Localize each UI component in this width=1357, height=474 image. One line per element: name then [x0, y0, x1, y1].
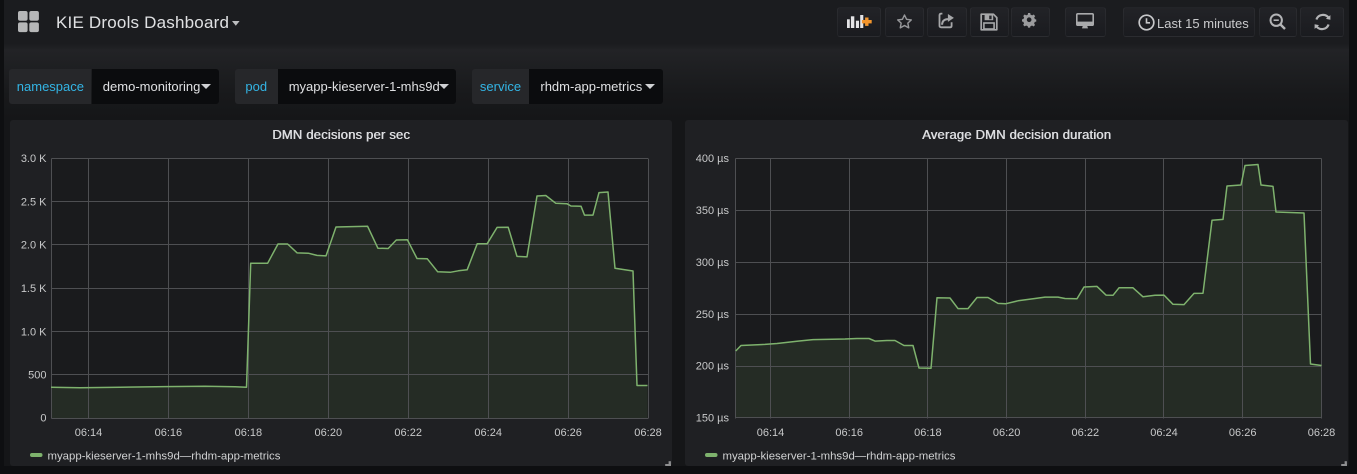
svg-text:500: 500 [28, 370, 46, 382]
svg-text:06:28: 06:28 [1308, 427, 1336, 439]
svg-text:2.0 K: 2.0 K [21, 240, 47, 252]
svg-text:06:18: 06:18 [914, 427, 942, 439]
svg-text:400 µs: 400 µs [696, 153, 730, 165]
svg-text:350 µs: 350 µs [696, 205, 730, 217]
svg-text:06:24: 06:24 [1150, 427, 1178, 439]
svg-text:06:14: 06:14 [75, 427, 103, 439]
svg-text:250 µs: 250 µs [696, 309, 730, 321]
svg-text:0: 0 [40, 413, 46, 425]
svg-text:06:26: 06:26 [554, 427, 582, 439]
svg-text:1.0 K: 1.0 K [21, 326, 47, 338]
svg-text:06:14: 06:14 [757, 427, 785, 439]
svg-text:06:28: 06:28 [634, 427, 662, 439]
svg-text:2.5 K: 2.5 K [21, 196, 47, 208]
svg-text:06:18: 06:18 [235, 427, 263, 439]
svg-text:1.5 K: 1.5 K [21, 283, 47, 295]
svg-text:06:16: 06:16 [835, 427, 863, 439]
svg-text:150 µs: 150 µs [696, 413, 730, 425]
svg-text:06:22: 06:22 [394, 427, 422, 439]
svg-text:myapp-kieserver-1-mhs9d—rhdm-a: myapp-kieserver-1-mhs9d—rhdm-app-metrics [723, 451, 956, 463]
svg-text:06:20: 06:20 [315, 427, 343, 439]
svg-text:06:16: 06:16 [155, 427, 183, 439]
svg-text:06:26: 06:26 [1229, 427, 1257, 439]
svg-text:300 µs: 300 µs [696, 257, 730, 269]
svg-text:06:24: 06:24 [474, 427, 502, 439]
svg-text:200 µs: 200 µs [696, 361, 730, 373]
svg-text:06:20: 06:20 [993, 427, 1021, 439]
svg-text:3.0 K: 3.0 K [21, 153, 47, 165]
svg-text:06:22: 06:22 [1072, 427, 1100, 439]
svg-text:myapp-kieserver-1-mhs9d—rhdm-a: myapp-kieserver-1-mhs9d—rhdm-app-metrics [48, 451, 281, 463]
